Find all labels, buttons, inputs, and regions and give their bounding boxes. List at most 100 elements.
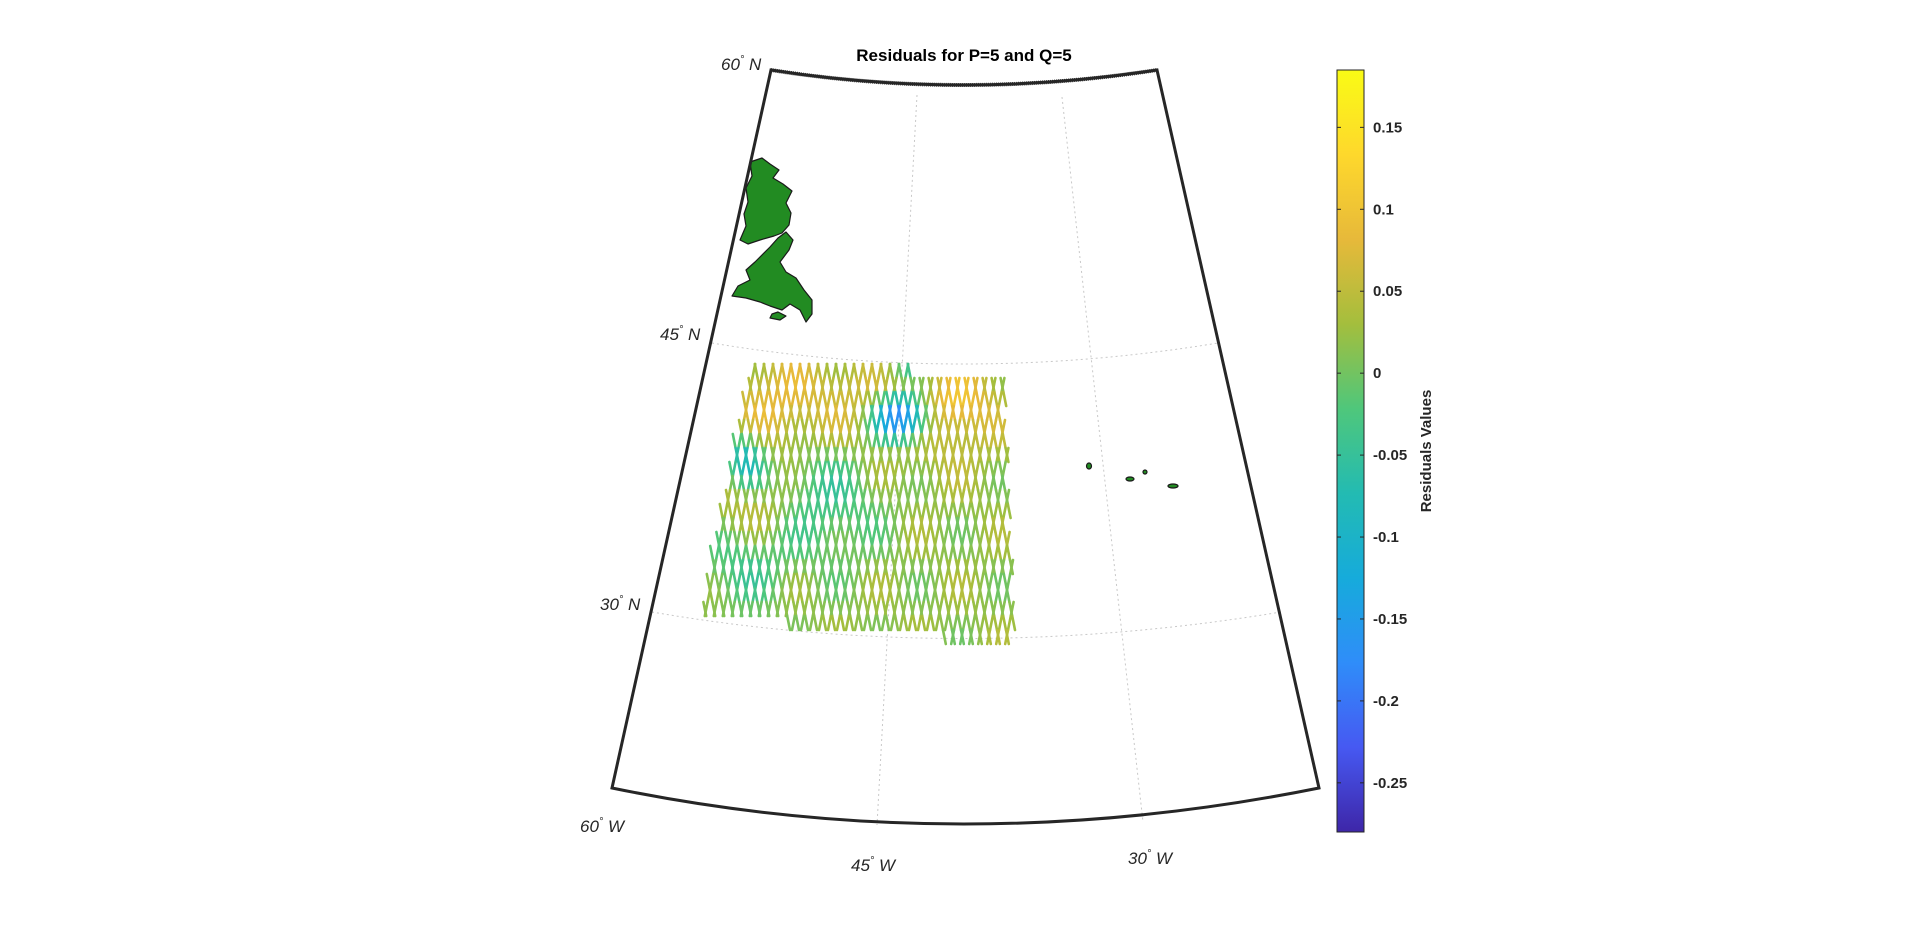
residual-track-segment <box>841 488 848 506</box>
map-frame-top-edge <box>770 68 1158 87</box>
residual-track-segment <box>846 558 853 576</box>
residual-track-segment <box>744 544 751 562</box>
residual-track-segment <box>873 376 879 394</box>
residual-track-segment <box>821 460 827 478</box>
residual-track-segment <box>912 502 918 520</box>
residual-track-segment <box>808 502 814 520</box>
residual-track-segment <box>863 460 869 478</box>
residual-track-segment <box>746 418 753 436</box>
residual-track-segment <box>865 516 871 534</box>
residual-track-segment <box>949 530 955 548</box>
residual-track-segment <box>936 558 943 576</box>
land-azores-1 <box>1085 462 1093 470</box>
residual-track-segment <box>817 614 824 632</box>
residual-track-segment <box>884 432 890 450</box>
residual-track-segment <box>966 572 972 590</box>
residual-track-segment <box>790 614 797 632</box>
residual-track-segment <box>921 572 927 590</box>
residual-track-segment <box>885 390 891 408</box>
residual-track-segment <box>828 600 834 618</box>
residual-track-segment <box>979 502 985 520</box>
residual-track-segment <box>752 404 759 422</box>
residual-track-segment <box>879 586 885 604</box>
residual-track-segment <box>902 614 909 632</box>
residual-track-segment <box>846 600 852 618</box>
residual-track-segment <box>827 460 833 478</box>
residual-track-segment <box>750 390 756 408</box>
residual-track-segment <box>948 572 954 590</box>
residual-track-segment <box>936 376 942 394</box>
residual-track-segment <box>803 614 810 632</box>
residual-track-segment <box>837 376 843 394</box>
residual-track-segment <box>895 488 902 506</box>
residual-track-segment <box>726 544 733 562</box>
residual-track-segment <box>769 488 776 506</box>
residual-track-segment <box>947 460 953 478</box>
residual-track-segment <box>790 390 796 408</box>
residual-track-segment <box>908 432 914 450</box>
residual-track-segment <box>873 600 879 618</box>
residual-track-segment <box>798 544 805 562</box>
residual-track-segment <box>934 390 940 408</box>
residual-track-segment <box>921 502 927 520</box>
residual-track-segment <box>822 544 829 562</box>
residual-track-segment <box>759 390 765 408</box>
residual-track-segment <box>762 362 768 380</box>
residual-track-segment <box>765 376 771 394</box>
residual-track-segment <box>845 418 852 436</box>
residual-track-segment <box>718 572 724 590</box>
residual-track-segment <box>829 474 836 492</box>
residual-track-segment <box>727 502 733 520</box>
residual-track-segment <box>952 572 958 590</box>
residual-track-segment <box>859 488 866 506</box>
residual-track-segment <box>870 544 877 562</box>
residual-track-segment <box>869 446 875 464</box>
residual-track-segment <box>724 488 731 506</box>
residual-track-segment <box>803 432 809 450</box>
residual-track-segment <box>805 488 812 506</box>
residual-track-segment <box>912 572 918 590</box>
residual-track-segment <box>776 432 782 450</box>
residual-track-segment <box>995 446 1001 464</box>
colorbar-tick-label: 0.15 <box>1373 119 1402 136</box>
residual-track-segment <box>848 432 854 450</box>
residual-track-segment <box>915 544 922 562</box>
residual-track-segment <box>743 446 749 464</box>
residual-track-segment <box>772 502 778 520</box>
residual-track-segment <box>890 432 896 450</box>
residual-track-segment <box>846 376 852 394</box>
residual-track-segment <box>990 558 997 576</box>
residual-track-segment <box>927 600 933 618</box>
residual-track-segment <box>903 390 909 408</box>
residual-track-segment <box>894 544 901 562</box>
residual-track-segment <box>783 376 789 394</box>
residual-track-segment <box>739 516 745 534</box>
residual-track-segment <box>939 544 946 562</box>
residual-track-segment <box>981 600 987 618</box>
residual-track-segment <box>787 530 793 548</box>
residual-track-segment <box>870 362 876 380</box>
residual-track-segment <box>925 572 931 590</box>
residual-track-segment <box>785 614 792 632</box>
residual-track-segment <box>844 614 851 632</box>
residual-track-segment <box>771 586 777 604</box>
residual-track-segment <box>817 390 823 408</box>
residual-track-segment <box>898 502 904 520</box>
residual-track-segment <box>972 558 979 576</box>
residual-track-segment <box>746 460 752 478</box>
residual-track-segment <box>833 404 840 422</box>
residual-track-segment <box>741 572 747 590</box>
colorbar-ramp <box>1336 69 1365 833</box>
residual-track-segment <box>757 516 763 534</box>
residual-track-segment <box>876 502 882 520</box>
residual-track-segment <box>751 488 758 506</box>
residual-track-segment <box>860 404 867 422</box>
residual-track-segment <box>916 572 922 590</box>
residual-track-segment <box>999 376 1005 394</box>
residual-track-segment <box>759 502 765 520</box>
residual-track-segment <box>890 460 896 478</box>
residual-track-segment <box>941 446 947 464</box>
residual-track-segment <box>817 572 823 590</box>
residual-track-segment <box>732 544 739 562</box>
residual-track-segment <box>876 544 883 562</box>
